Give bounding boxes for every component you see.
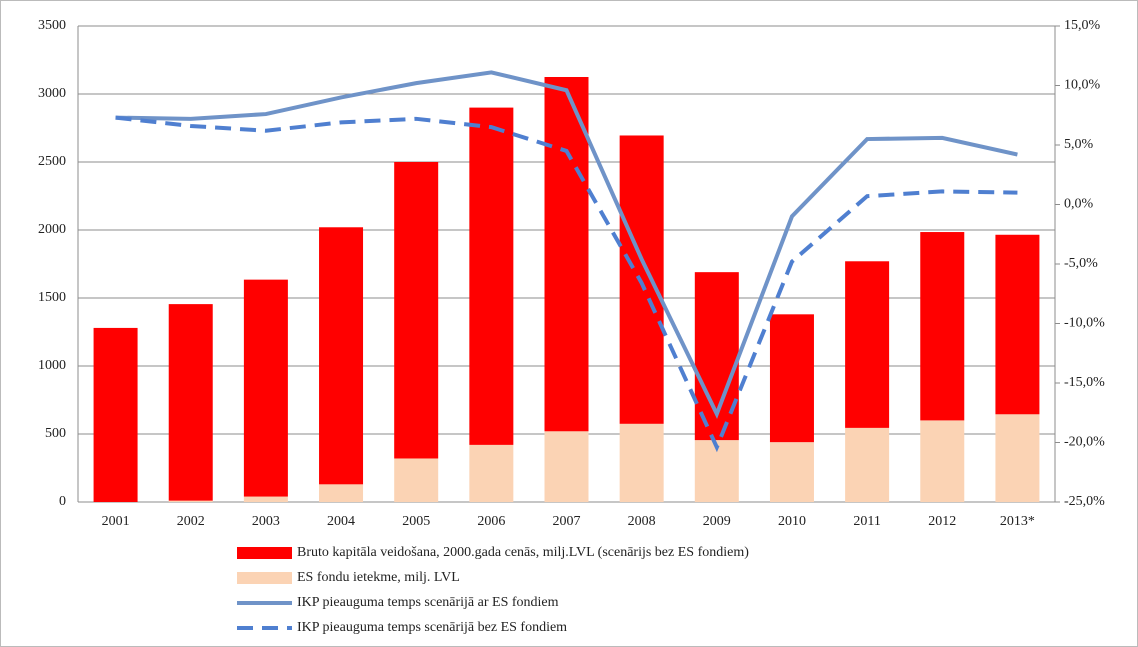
x-tick-label: 2012 xyxy=(928,514,956,529)
bar xyxy=(168,304,213,501)
bar xyxy=(769,314,814,443)
bar xyxy=(544,431,589,502)
x-tick-label: 2002 xyxy=(177,514,205,529)
bar xyxy=(243,496,288,502)
bar xyxy=(995,414,1040,502)
line-series xyxy=(115,70,1018,419)
bar xyxy=(845,427,890,502)
bar xyxy=(469,444,514,502)
bar xyxy=(394,458,439,502)
legend-label: ES fondu ietekme, milj. LVL xyxy=(297,570,460,585)
y2-tick-label: 0,0% xyxy=(1064,197,1094,212)
y2-tick-label: -15,0% xyxy=(1064,375,1105,390)
y2-tick-label: -20,0% xyxy=(1064,435,1105,450)
bar xyxy=(469,107,514,445)
y-tick-label: 500 xyxy=(45,426,66,441)
legend-swatch xyxy=(237,547,292,559)
y2-tick-label: -25,0% xyxy=(1064,494,1105,509)
bar xyxy=(619,423,664,502)
legend-swatch xyxy=(237,572,292,584)
x-tick-label: 2001 xyxy=(102,514,130,529)
bar xyxy=(319,484,364,502)
bar xyxy=(995,234,1040,415)
bar xyxy=(920,420,965,502)
bar xyxy=(168,500,213,502)
bar xyxy=(544,77,589,432)
y-tick-label: 0 xyxy=(59,494,66,509)
legend-label: IKP pieauguma temps scenārijā bez ES fon… xyxy=(297,620,567,635)
bar xyxy=(920,232,965,421)
x-tick-label: 2005 xyxy=(402,514,430,529)
y-tick-label: 1500 xyxy=(38,290,66,305)
x-tick-label: 2008 xyxy=(628,514,656,529)
legend-label: Bruto kapitāla veidošana, 2000.gada cenā… xyxy=(297,545,749,560)
x-tick-label: 2013* xyxy=(1000,514,1035,529)
x-tick-label: 2011 xyxy=(853,514,880,529)
x-tick-label: 2010 xyxy=(778,514,806,529)
bar xyxy=(769,442,814,502)
y2-tick-label: -5,0% xyxy=(1064,256,1098,271)
x-tick-label: 2004 xyxy=(327,514,355,529)
y-tick-label: 2500 xyxy=(38,154,66,169)
x-tick-label: 2003 xyxy=(252,514,280,529)
y2-tick-label: 5,0% xyxy=(1064,137,1094,152)
y-tick-label: 2000 xyxy=(38,222,66,237)
bar xyxy=(319,227,364,485)
x-tick-label: 2007 xyxy=(553,514,581,529)
legend-label: IKP pieauguma temps scenārijā ar ES fond… xyxy=(297,595,559,610)
x-tick-label: 2009 xyxy=(703,514,731,529)
y-tick-label: 3500 xyxy=(38,18,66,33)
y-tick-label: 3000 xyxy=(38,86,66,101)
bar xyxy=(243,279,288,497)
y2-tick-label: -10,0% xyxy=(1064,316,1105,331)
bar xyxy=(93,327,138,502)
x-tick-label: 2006 xyxy=(477,514,505,529)
bar xyxy=(394,162,439,459)
line-series xyxy=(115,115,1018,453)
y-tick-label: 1000 xyxy=(38,358,66,373)
y2-tick-label: 15,0% xyxy=(1064,18,1101,33)
y2-tick-label: 10,0% xyxy=(1064,78,1101,93)
bar xyxy=(845,261,890,428)
